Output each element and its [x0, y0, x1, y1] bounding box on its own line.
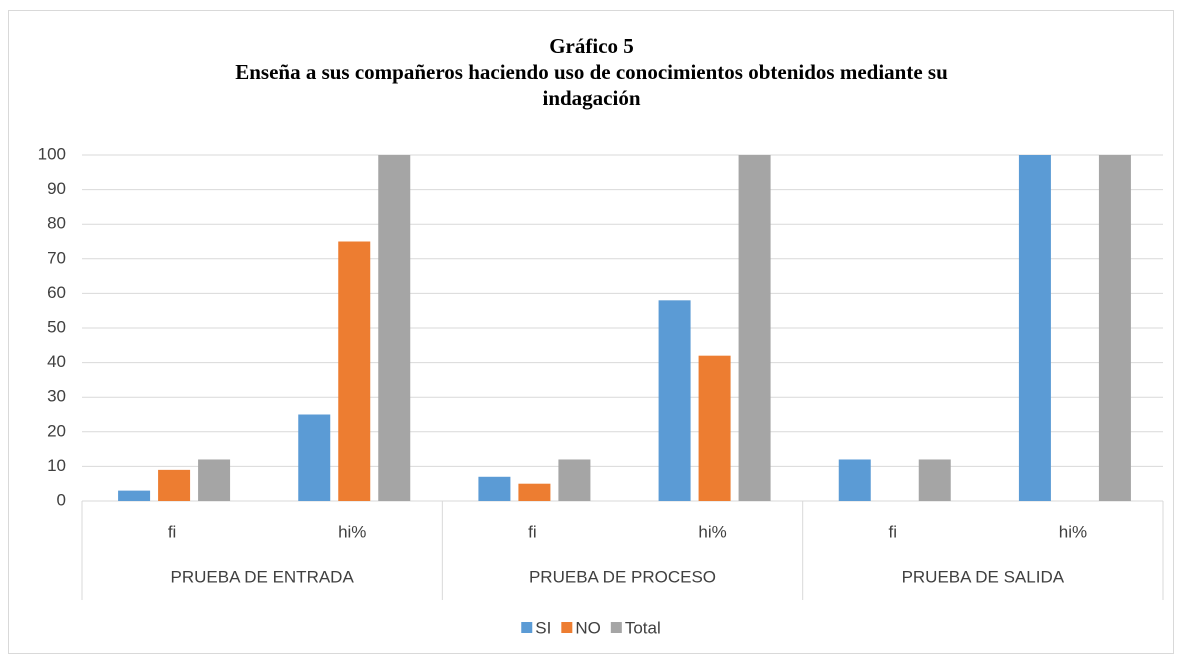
y-tick-label: 0 — [57, 490, 66, 509]
bar — [118, 490, 151, 501]
y-tick-label: 100 — [38, 144, 66, 163]
group-label: PRUEBA DE ENTRADA — [171, 567, 355, 586]
legend-swatch — [521, 622, 533, 633]
bar — [338, 241, 371, 501]
bar — [1098, 155, 1131, 501]
legend-swatch — [610, 622, 622, 633]
bar — [658, 300, 691, 501]
legend-label: Total — [625, 618, 661, 637]
bar — [478, 476, 511, 501]
y-tick-label: 90 — [47, 179, 66, 198]
x-tick-label: fi — [889, 522, 898, 541]
y-tick-label: 50 — [47, 317, 66, 336]
x-tick-label: fi — [528, 522, 537, 541]
chart-subtitle: Enseña a sus compañeros haciendo uso de … — [235, 60, 948, 110]
legend-label: NO — [575, 618, 601, 637]
chart-title: Gráfico 5 — [549, 34, 634, 58]
group-label: PRUEBA DE PROCESO — [529, 567, 716, 586]
x-tick-label: fi — [168, 522, 177, 541]
y-tick-label: 20 — [47, 421, 66, 440]
bar — [198, 459, 231, 501]
x-tick-label: hi% — [338, 522, 366, 541]
bar — [298, 414, 331, 501]
bar — [738, 155, 771, 501]
y-tick-label: 40 — [47, 352, 66, 371]
y-tick-label: 60 — [47, 283, 66, 302]
bar — [558, 459, 591, 501]
bar — [1018, 155, 1051, 501]
bar — [158, 469, 191, 501]
legend-swatch — [561, 622, 573, 633]
group-label: PRUEBA DE SALIDA — [902, 567, 1065, 586]
x-tick-label: hi% — [698, 522, 726, 541]
bar — [518, 483, 551, 501]
x-tick-label: hi% — [1059, 522, 1087, 541]
y-tick-label: 10 — [47, 456, 66, 475]
y-tick-label: 30 — [47, 387, 66, 406]
y-tick-label: 70 — [47, 248, 66, 267]
legend-label: SI — [535, 618, 551, 637]
titles: Gráfico 5 Enseña a sus compañeros hacien… — [0, 33, 1183, 111]
bar — [378, 155, 411, 501]
bar — [698, 355, 731, 501]
bar — [838, 459, 871, 501]
chart-frame — [8, 10, 1174, 654]
y-tick-label: 80 — [47, 214, 66, 233]
bar — [918, 459, 951, 501]
